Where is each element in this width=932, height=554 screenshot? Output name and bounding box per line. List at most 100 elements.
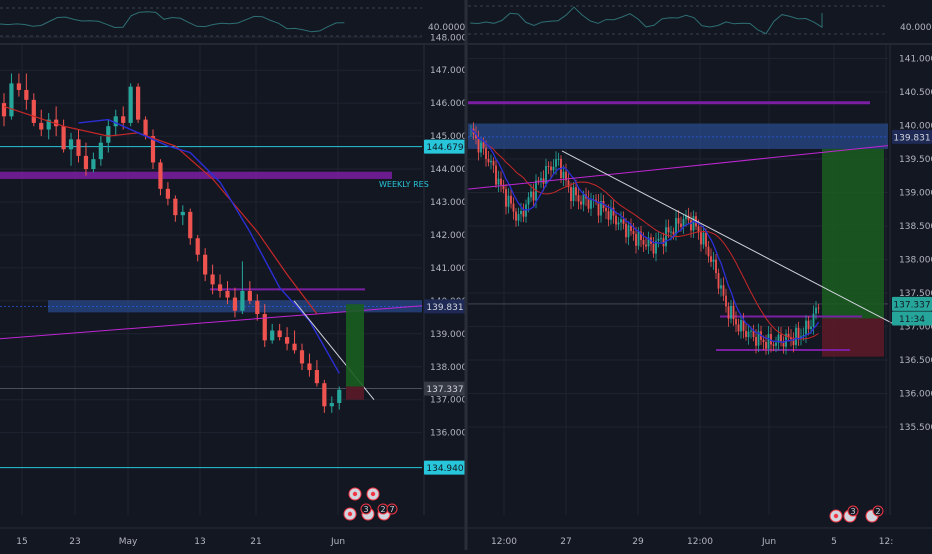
indicator-axis-label: 40.0000 xyxy=(428,23,465,33)
candle-body xyxy=(750,330,752,332)
candle-body xyxy=(722,285,725,296)
candle-body xyxy=(502,184,505,190)
candle-body xyxy=(505,189,507,207)
event-flag-dot xyxy=(352,491,358,497)
candle-body xyxy=(525,204,527,217)
right-overlays xyxy=(467,145,897,326)
candle-body xyxy=(767,333,770,349)
candle-body xyxy=(567,180,570,188)
candle-body xyxy=(520,210,522,215)
falling-trendline xyxy=(561,150,897,326)
candle-body xyxy=(622,219,625,224)
candle-body xyxy=(647,237,650,247)
candle-body xyxy=(150,136,156,163)
left-overlays xyxy=(0,300,423,401)
candle-body xyxy=(812,313,815,327)
price-tick-label: 138.000 xyxy=(430,363,467,373)
price-tick-label: 147.000 xyxy=(430,66,467,76)
left-price-labels: 144.679 139.831 137.337 134.940 xyxy=(424,139,466,475)
event-count-badge[interactable] xyxy=(847,505,859,517)
indicator-line xyxy=(0,11,345,33)
candle-body xyxy=(232,297,238,311)
time-tick-label: 23 xyxy=(69,537,80,547)
price-tick-label: 135.500 xyxy=(899,423,932,433)
candle-body xyxy=(540,178,542,181)
candle-body xyxy=(740,319,742,332)
candle-body xyxy=(515,211,517,221)
price-label-text: 139.831 xyxy=(893,133,930,143)
candle-body xyxy=(39,122,44,130)
left-chart-panel[interactable]: 40.0000 WEEKLY RES 148.000 147.000 146.000… xyxy=(0,7,467,547)
candle-body xyxy=(712,259,715,262)
candle-body xyxy=(517,214,520,221)
left-price-axis[interactable]: 148.000 147.000 146.000 145.000 144.000 143.0… xyxy=(423,33,467,515)
right-price-axis[interactable]: 141.000 140.500 140.000 139.500 139.000 138.5… xyxy=(889,45,932,515)
long-position-target-box xyxy=(346,304,364,387)
candle-body xyxy=(725,295,727,307)
right-chart-panel[interactable]: 40.0000 141.000140.500140.000139.500139.… xyxy=(467,5,932,547)
candle-body xyxy=(747,331,750,338)
candle-body xyxy=(76,139,81,156)
price-label-badge xyxy=(424,460,466,475)
candle-body xyxy=(615,215,617,225)
candle-body xyxy=(745,330,747,338)
candle-body xyxy=(685,215,687,219)
candle-body xyxy=(128,86,133,123)
price-label-badge xyxy=(892,311,932,326)
candle-body xyxy=(485,148,487,159)
candle-body xyxy=(667,227,670,233)
time-tick-label: May xyxy=(119,537,138,547)
candle-body xyxy=(510,195,512,204)
candle-body xyxy=(247,290,252,301)
price-label-badge xyxy=(424,381,466,396)
price-label-text: 11:34 xyxy=(899,315,925,325)
candle-body xyxy=(752,330,755,337)
candle-body xyxy=(480,142,482,153)
candle-body xyxy=(782,341,785,347)
candle-body xyxy=(314,370,319,384)
candle-body xyxy=(562,171,565,179)
candle-body xyxy=(1,103,7,117)
candle-body xyxy=(487,158,490,163)
candle-body xyxy=(590,200,592,209)
candle-body xyxy=(136,86,141,120)
left-time-axis[interactable]: 15 23 May 13 21 Jun xyxy=(0,527,466,547)
price-tick-label: 140.000 xyxy=(899,122,932,132)
candle-body xyxy=(765,342,767,349)
candle-body xyxy=(9,83,14,117)
right-time-axis[interactable]: 12:00 27 29 12:00 Jun 5 12: xyxy=(468,527,932,547)
long-position-target-box xyxy=(822,148,884,319)
candle-body xyxy=(737,324,740,332)
event-count-badge[interactable] xyxy=(360,503,372,515)
time-tick-label: 15 xyxy=(16,537,27,547)
event-count-text: 3 xyxy=(363,505,368,514)
candle-body xyxy=(570,187,572,201)
candle-body xyxy=(482,142,485,149)
candle-body xyxy=(500,178,502,185)
candle-body xyxy=(810,326,812,329)
candle-body xyxy=(717,273,720,289)
candle-body xyxy=(582,194,585,205)
price-tick-label: 140.500 xyxy=(899,88,932,98)
event-count-text: 7 xyxy=(389,505,394,514)
resistance-zone-purple xyxy=(0,171,392,179)
candle-body xyxy=(495,165,497,185)
price-tick-label: 141.000 xyxy=(899,55,932,65)
candle-body xyxy=(655,240,657,254)
price-tick-label: 141.000 xyxy=(430,264,467,274)
candle-body xyxy=(180,211,185,216)
price-label-text: 144.679 xyxy=(426,143,463,153)
event-count-badge[interactable] xyxy=(872,505,884,517)
candle-body xyxy=(792,339,795,346)
candle-body xyxy=(188,211,193,239)
candle-body xyxy=(83,155,89,170)
event-count-badge[interactable] xyxy=(386,503,398,515)
candle-body xyxy=(195,238,200,255)
candle-body xyxy=(627,225,630,238)
candle-body xyxy=(657,238,660,241)
candle-body xyxy=(475,134,477,139)
price-label-badge xyxy=(892,296,932,311)
